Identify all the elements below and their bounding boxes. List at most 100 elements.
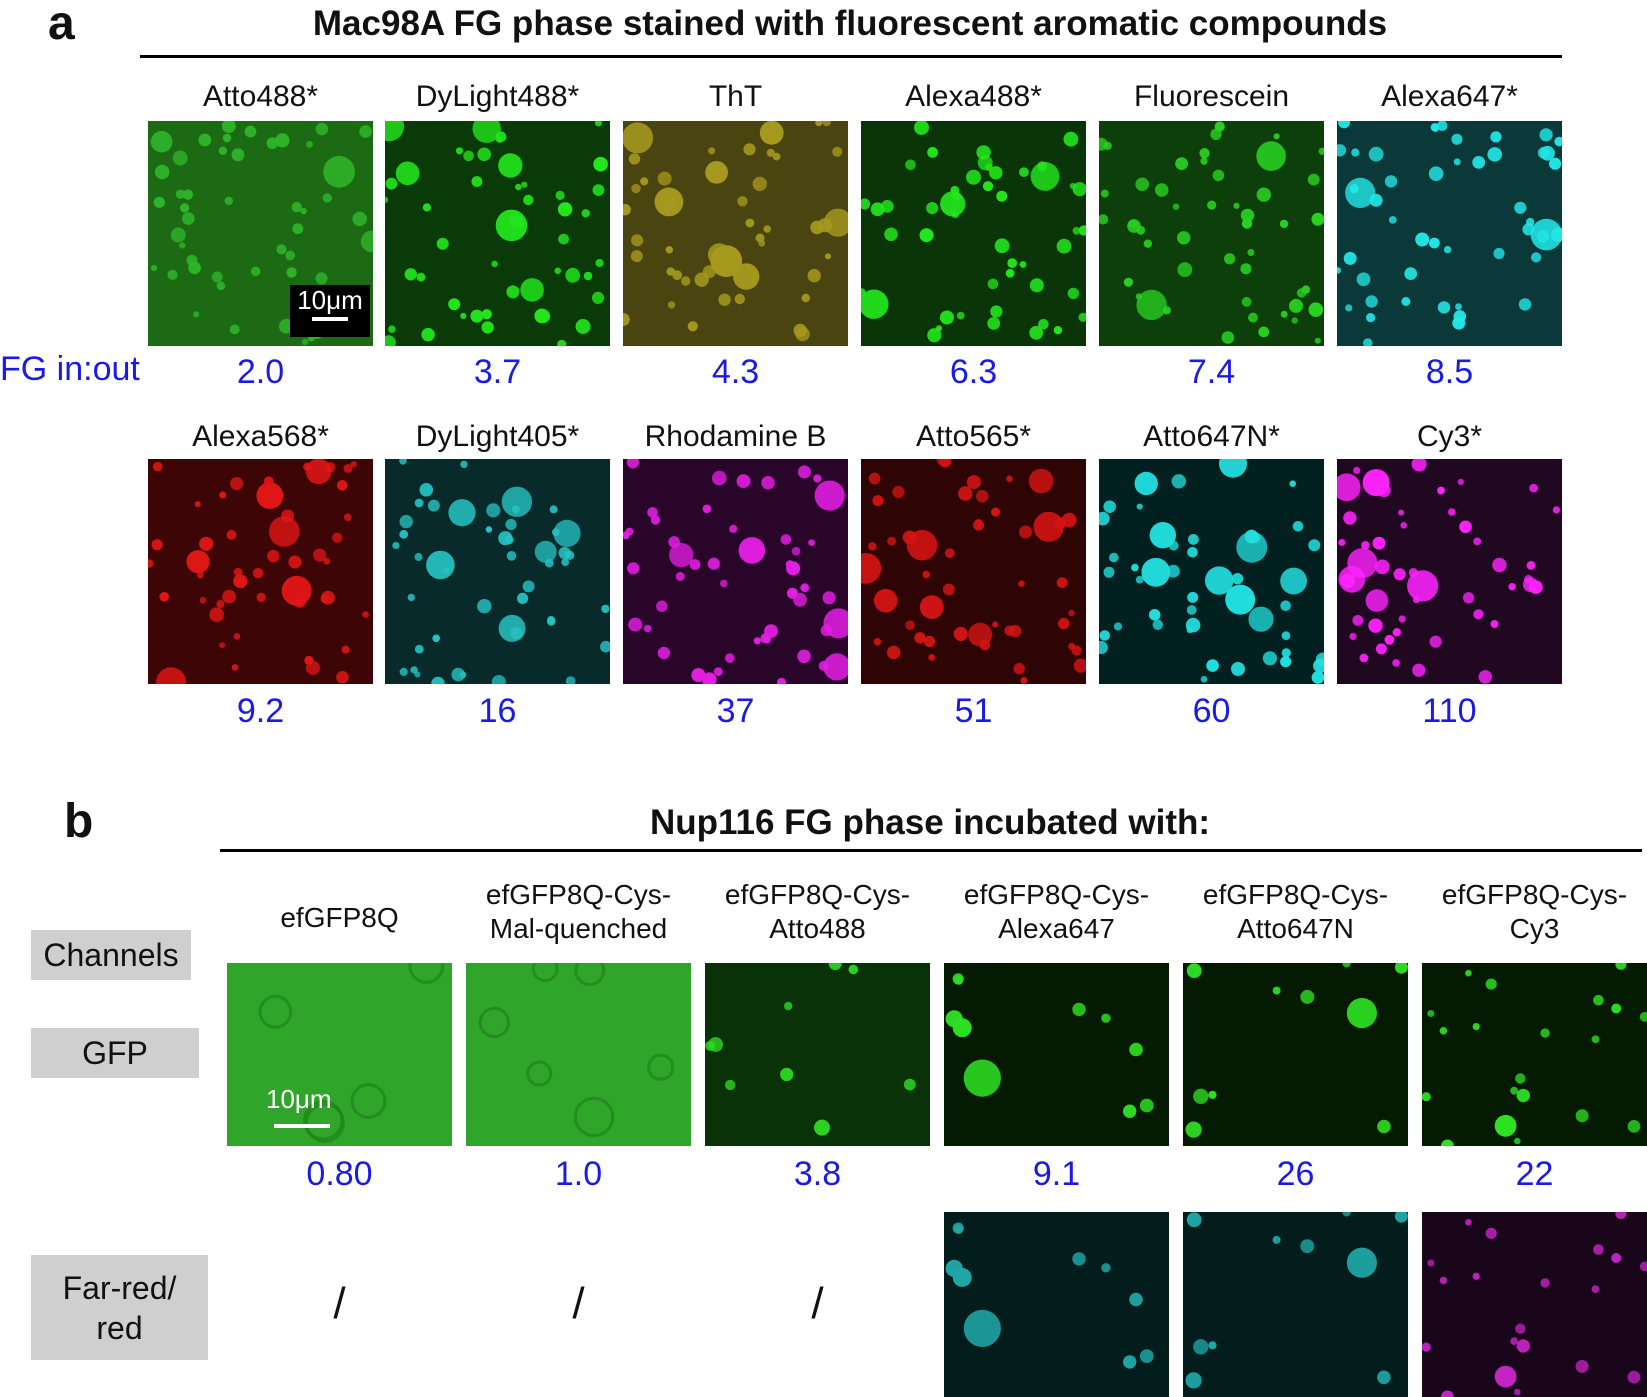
droplet — [1029, 325, 1044, 340]
droplet — [738, 537, 766, 564]
droplet — [1187, 591, 1199, 603]
micrograph-image — [944, 963, 1169, 1146]
droplet — [681, 276, 691, 286]
droplet — [1531, 252, 1542, 263]
droplet — [736, 474, 751, 488]
droplet — [1177, 262, 1193, 277]
construct-label-line1: efGFP8Q-Cys- — [724, 879, 911, 910]
droplet — [734, 293, 745, 305]
droplet — [807, 268, 821, 283]
panel-b-title: Nup116 FG phase incubated with: — [649, 803, 1211, 842]
droplet — [1526, 561, 1536, 570]
droplet — [481, 321, 494, 334]
droplet — [557, 339, 567, 346]
droplet — [630, 250, 643, 263]
droplet — [1143, 239, 1152, 248]
droplet — [793, 592, 807, 607]
droplet — [1462, 592, 1475, 604]
droplet — [304, 1102, 345, 1143]
droplet — [286, 267, 297, 278]
droplet — [1123, 1355, 1137, 1369]
droplet — [987, 317, 1001, 330]
panel-a-letter: a — [48, 0, 75, 50]
droplet — [1131, 563, 1139, 572]
droplet — [1200, 675, 1208, 683]
droplet — [1384, 634, 1395, 645]
droplet — [226, 529, 237, 540]
micrograph-image — [1183, 963, 1408, 1146]
panel-b-letter: b — [64, 795, 94, 848]
droplet — [182, 189, 194, 200]
droplet — [1056, 577, 1068, 588]
droplet — [422, 203, 431, 212]
partition-ratio: 26 — [1276, 1155, 1315, 1193]
droplet — [1193, 1339, 1209, 1355]
droplet — [1441, 1390, 1454, 1397]
droplet — [233, 633, 241, 640]
droplet — [992, 621, 999, 628]
droplet — [432, 634, 440, 643]
no-channel-slash: / — [572, 1279, 585, 1328]
droplet — [880, 200, 894, 213]
droplet — [1510, 1086, 1518, 1095]
droplet — [1318, 147, 1324, 155]
dye-label: ThT — [708, 80, 763, 113]
droplet — [1281, 631, 1291, 641]
droplet — [1494, 1114, 1517, 1137]
farred-label-line2: red — [96, 1309, 143, 1346]
droplet — [1019, 261, 1027, 268]
droplet — [982, 181, 994, 192]
droplet — [194, 501, 201, 508]
droplet — [1514, 1137, 1521, 1145]
droplet — [822, 591, 836, 605]
droplet — [776, 677, 787, 684]
droplet — [414, 671, 421, 678]
droplet — [954, 975, 964, 985]
droplet — [1407, 570, 1439, 602]
droplet — [808, 539, 815, 546]
droplet — [426, 550, 455, 580]
droplet — [1099, 511, 1110, 526]
micrograph-image — [705, 963, 930, 1146]
droplet — [531, 963, 559, 983]
droplet — [1365, 589, 1389, 612]
droplet — [729, 524, 738, 533]
droplet — [923, 635, 936, 647]
droplet — [477, 147, 491, 162]
droplet — [725, 1079, 736, 1091]
droplet — [1347, 548, 1378, 579]
droplet — [553, 519, 581, 547]
droplet — [1037, 161, 1048, 172]
droplet — [1404, 267, 1418, 280]
droplet — [928, 654, 936, 661]
droplet — [1019, 167, 1029, 178]
droplet — [399, 514, 413, 529]
gfp-channel-label: GFP — [31, 1028, 199, 1078]
dye-label: Atto647N* — [1143, 420, 1280, 453]
droplet — [1492, 557, 1507, 573]
scale-bar-b-label: 10μm — [266, 1084, 332, 1114]
droplet — [951, 211, 959, 219]
droplet — [1554, 136, 1562, 147]
droplet — [922, 570, 930, 579]
droplet — [1072, 226, 1081, 235]
micrograph-image — [944, 1212, 1169, 1397]
droplet — [222, 133, 232, 143]
droplet — [956, 311, 965, 320]
droplet — [927, 328, 942, 343]
droplet — [1219, 459, 1247, 478]
droplet — [665, 246, 673, 254]
droplet — [1427, 1259, 1435, 1267]
micrograph-image — [227, 963, 452, 1146]
droplet — [197, 571, 204, 579]
droplet — [601, 604, 610, 614]
construct-label-line2: Atto488 — [769, 913, 866, 944]
droplet — [737, 196, 748, 207]
droplet — [219, 491, 227, 499]
droplet — [199, 536, 214, 551]
micrograph-image — [623, 459, 848, 684]
droplet — [554, 267, 562, 275]
droplet — [800, 583, 810, 593]
partition-ratio: 22 — [1515, 1155, 1554, 1193]
droplet — [669, 542, 694, 568]
